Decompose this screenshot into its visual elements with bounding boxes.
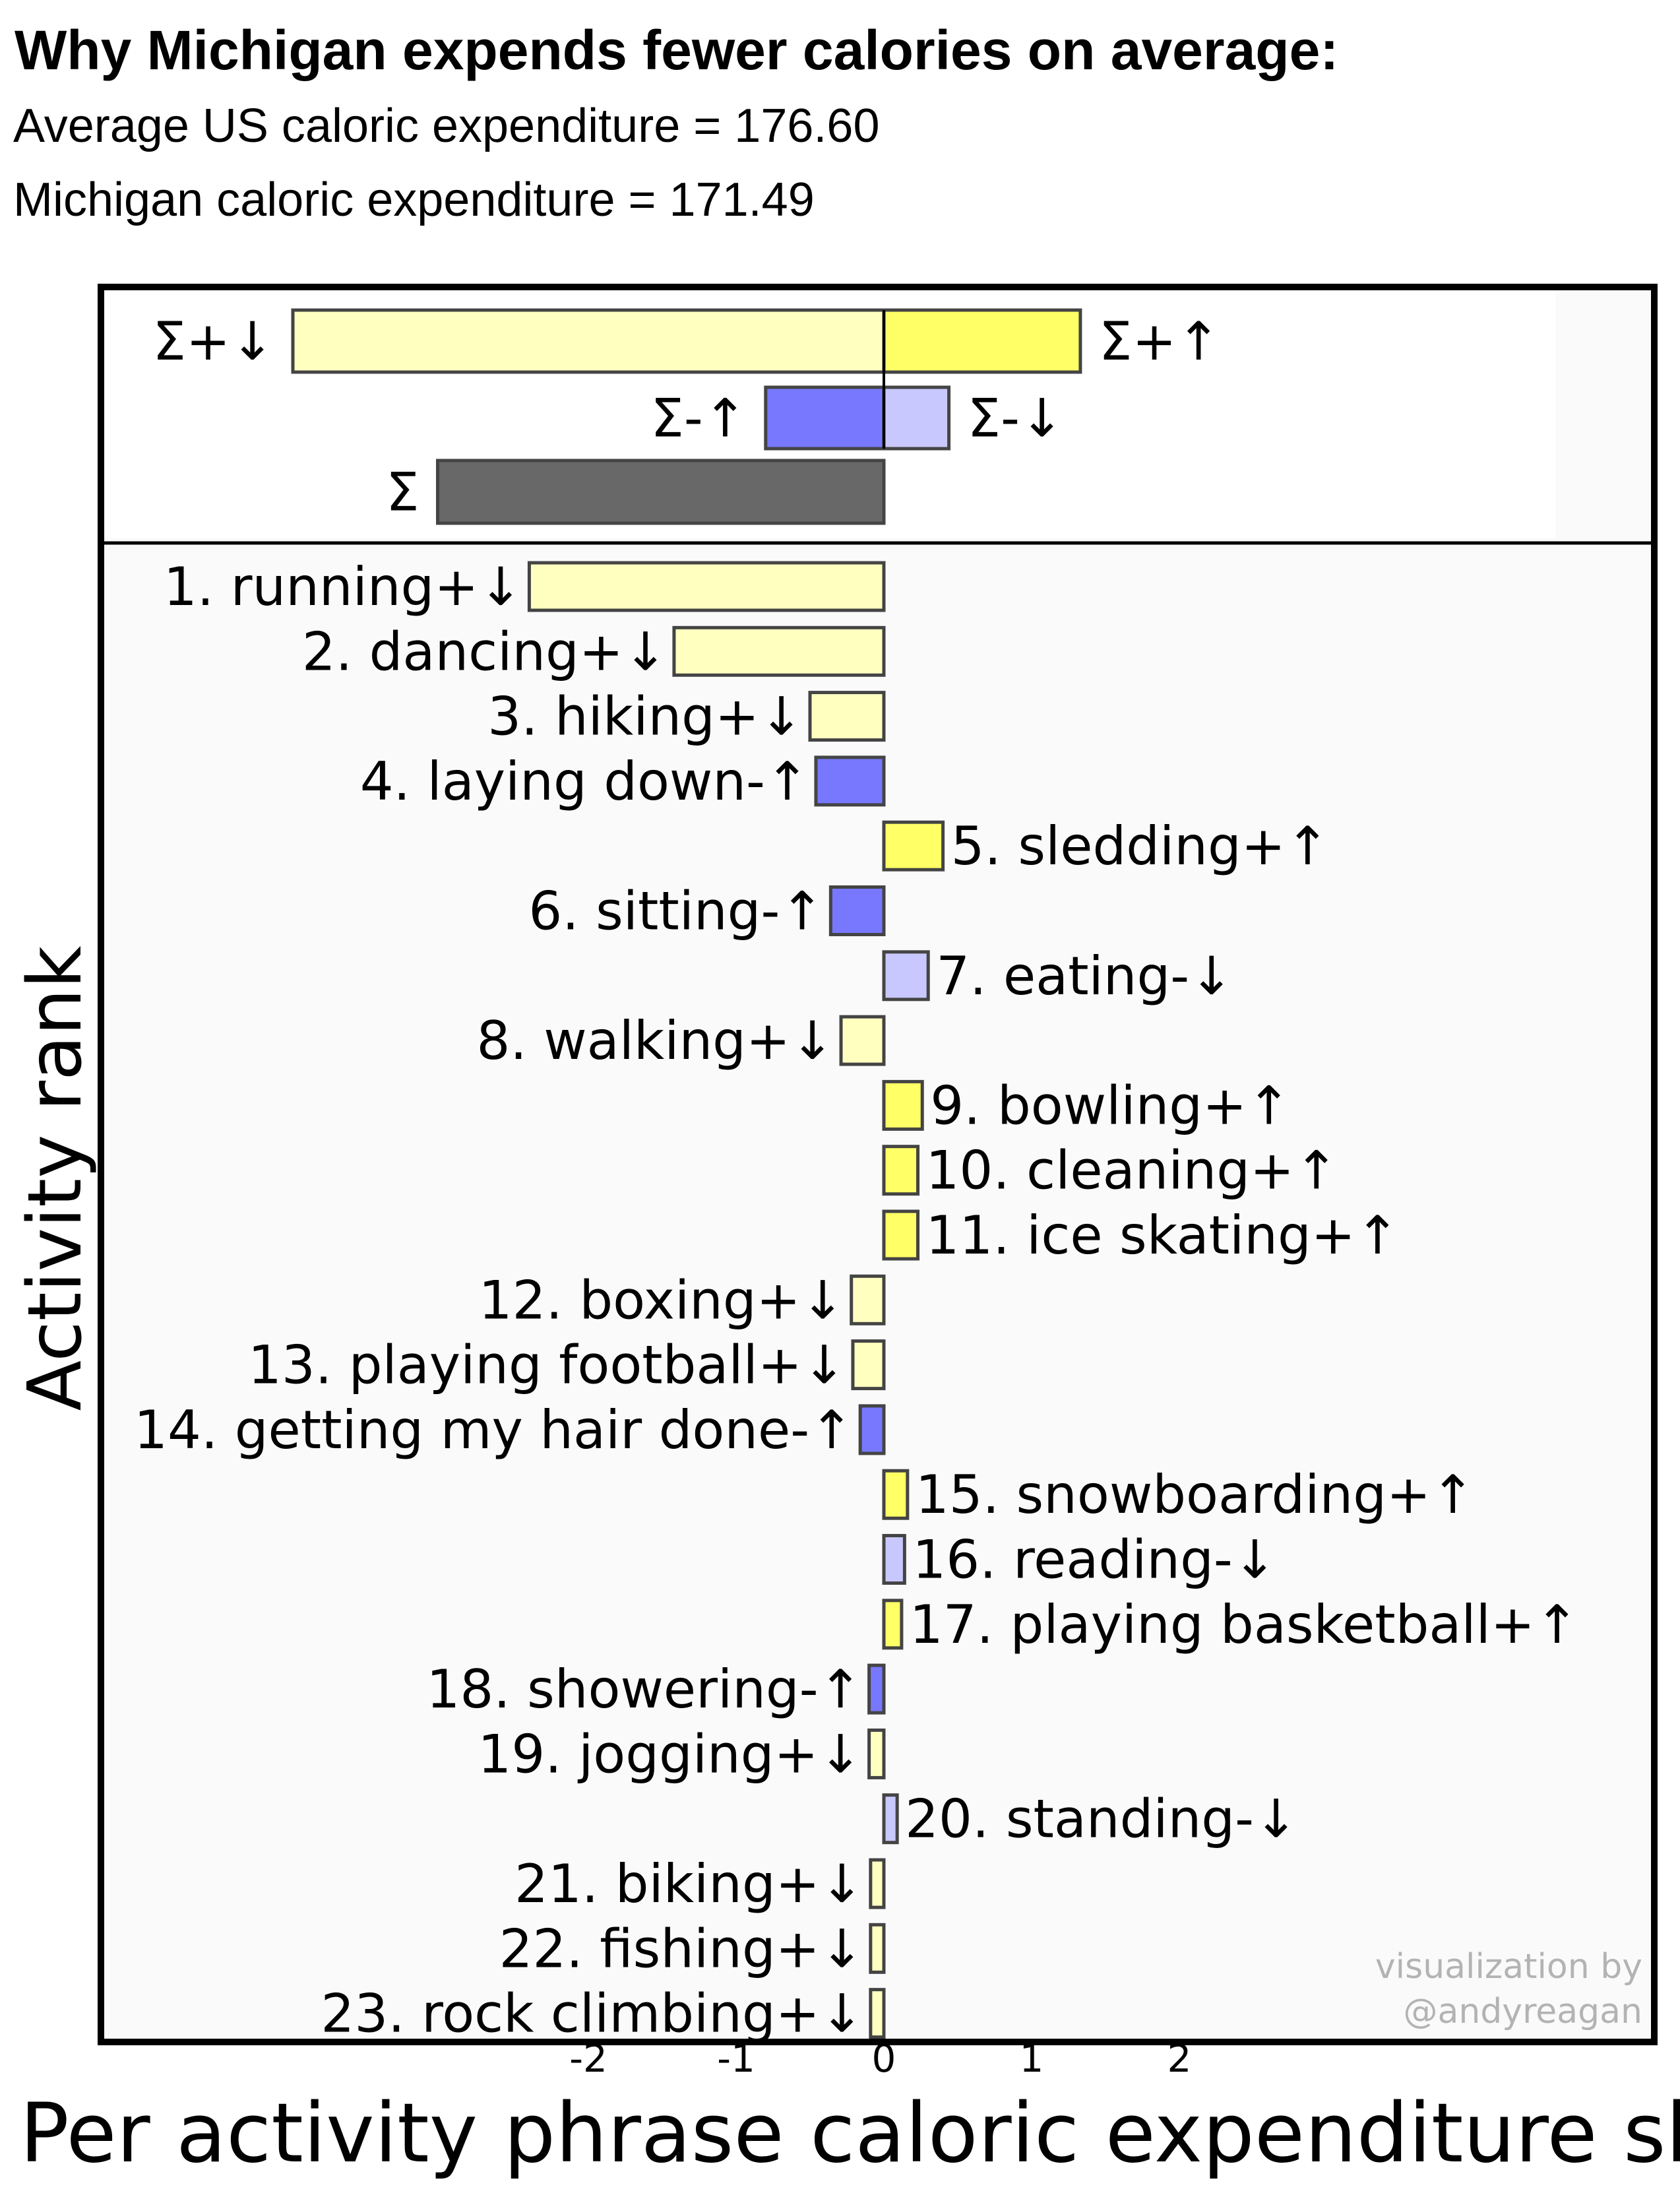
bar-13-playing-football-label: 13. playing football+↓ xyxy=(248,1335,846,1396)
sum-neg-down-label: Σ-↓ xyxy=(968,388,1064,449)
bar-2-dancing xyxy=(672,625,886,677)
bar-21-biking xyxy=(869,1858,886,1909)
bar-3-hiking-label: 3. hiking+↓ xyxy=(487,686,803,748)
bar-22-fishing xyxy=(869,1923,886,1974)
chart-title: Why Michigan expends fewer calories on a… xyxy=(15,19,1339,81)
bar-8-walking xyxy=(839,1015,886,1066)
sum-pos-down-label: Σ+↓ xyxy=(152,311,274,372)
state-average-line: Michigan caloric expenditure = 171.49 xyxy=(13,174,815,226)
bar-2-dancing-label: 2. dancing+↓ xyxy=(302,621,668,682)
bar-10-cleaning-label: 10. cleaning+↑ xyxy=(926,1140,1339,1201)
credit-line-2: @andyreagan xyxy=(1403,1992,1642,2031)
bar-23-rock-climbing xyxy=(869,1988,886,2039)
bar-6-sitting-label: 6. sitting-↑ xyxy=(528,881,824,942)
sum-pos-up-bar xyxy=(882,308,1082,374)
bar-14-getting-my-hair-done-label: 14. getting my hair done-↑ xyxy=(134,1399,854,1461)
bar-19-jogging-label: 19. jogging+↓ xyxy=(478,1723,862,1785)
bar-9-bowling xyxy=(882,1079,924,1131)
bar-16-reading-label: 16. reading-↓ xyxy=(912,1529,1276,1591)
bar-8-walking-label: 8. walking+↓ xyxy=(476,1010,834,1071)
sum-total-bar xyxy=(436,459,886,525)
summary-bars: Σ+↓ Σ+↑ Σ-↑ Σ-↓ Σ xyxy=(152,308,1221,525)
bar-15-snowboarding xyxy=(882,1469,910,1520)
bar-7-eating-label: 7. eating-↓ xyxy=(936,945,1233,1007)
sum-neg-down-bar xyxy=(882,385,951,451)
bar-1-running-label: 1. running+↓ xyxy=(164,556,523,618)
sum-neg-up-bar xyxy=(764,385,886,451)
x-axis-ticks: -2 -1 0 1 2 xyxy=(569,2036,1191,2081)
bar-13-playing-football xyxy=(851,1339,886,1391)
bar-7-eating xyxy=(882,950,930,1002)
us-average-line: Average US caloric expenditure = 176.60 xyxy=(13,100,880,152)
credit-line-1: visualization by xyxy=(1375,1947,1642,1987)
bar-12-boxing xyxy=(850,1274,886,1325)
bar-10-cleaning xyxy=(882,1145,920,1196)
activity-bars: 1. running+↓2. dancing+↓3. hiking+↓4. la… xyxy=(134,556,1579,2045)
x-tick-label: -2 xyxy=(569,2036,607,2081)
sum-pos-down-bar xyxy=(291,308,886,374)
y-axis-title: Activity rank xyxy=(13,945,98,1411)
x-tick-label: 2 xyxy=(1167,2036,1192,2081)
bar-4-laying-down xyxy=(814,755,886,807)
bar-4-laying-down-label: 4. laying down-↑ xyxy=(360,751,809,812)
bar-20-standing xyxy=(882,1793,899,1845)
bar-17-playing-basketball xyxy=(882,1599,904,1650)
bar-9-bowling-label: 9. bowling+↑ xyxy=(930,1075,1291,1136)
bar-6-sitting xyxy=(828,885,886,936)
sum-neg-up-label: Σ-↑ xyxy=(650,388,747,449)
bar-19-jogging xyxy=(867,1728,886,1779)
bar-22-fishing-label: 22. fishing+↓ xyxy=(499,1918,864,1979)
bar-23-rock-climbing-label: 23. rock climbing+↓ xyxy=(321,1983,863,2045)
bar-5-sledding-label: 5. sledding+↑ xyxy=(951,815,1330,877)
bar-5-sledding xyxy=(882,820,945,872)
x-tick-label: -1 xyxy=(717,2036,755,2081)
bar-16-reading xyxy=(882,1534,906,1585)
bar-3-hiking xyxy=(808,691,886,742)
bar-18-showering-label: 18. showering-↑ xyxy=(426,1659,862,1720)
bar-1-running xyxy=(527,561,886,612)
plot-frame xyxy=(98,284,1658,2045)
bar-15-snowboarding-label: 15. snowboarding+↑ xyxy=(916,1464,1475,1525)
bar-20-standing-label: 20. standing-↓ xyxy=(905,1789,1298,1850)
bar-18-showering xyxy=(867,1663,886,1715)
bar-12-boxing-label: 12. boxing+↓ xyxy=(479,1269,845,1331)
sum-total-label: Σ xyxy=(386,462,420,523)
bar-14-getting-my-hair-done xyxy=(858,1404,886,1455)
bar-11-ice-skating-label: 11. ice skating+↑ xyxy=(926,1205,1400,1266)
x-tick-label: 1 xyxy=(1020,2036,1044,2081)
sum-pos-up-label: Σ+↑ xyxy=(1099,311,1221,372)
x-tick-label: 0 xyxy=(872,2036,896,2081)
bar-21-biking-label: 21. biking+↓ xyxy=(514,1853,864,1915)
bar-17-playing-basketball-label: 17. playing basketball+↑ xyxy=(910,1594,1579,1655)
x-axis-title: Per activity phrase caloric expenditure … xyxy=(20,2086,1680,2181)
bar-11-ice-skating xyxy=(882,1209,920,1261)
